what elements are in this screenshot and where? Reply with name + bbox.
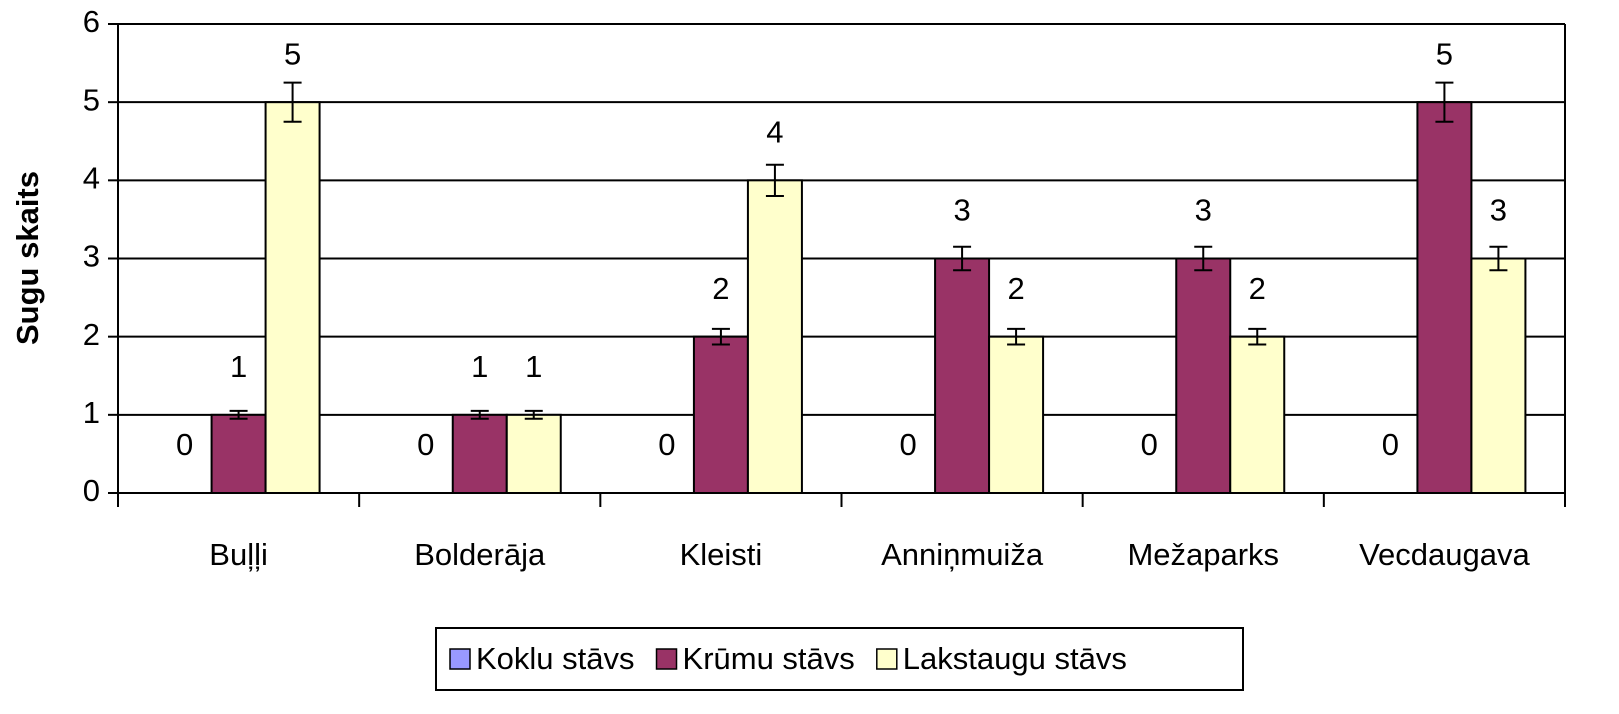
- bar: [1470, 257, 1527, 494]
- data-label: 1: [525, 349, 542, 384]
- legend-swatch: [449, 648, 471, 670]
- bar: [1229, 335, 1286, 494]
- legend-label: Lakstaugu stāvs: [903, 641, 1127, 676]
- y-tick-label: 5: [83, 82, 100, 117]
- data-label: 0: [417, 427, 434, 462]
- y-tick-label: 3: [83, 239, 100, 274]
- bar: [1175, 257, 1232, 494]
- y-tick-label: 4: [83, 161, 100, 196]
- bar: [746, 179, 803, 494]
- y-tick-label: 2: [83, 317, 100, 352]
- x-tick-label: Buļļi: [209, 537, 268, 572]
- data-label: 5: [284, 36, 301, 71]
- bar: [988, 335, 1045, 494]
- bar: [692, 335, 749, 494]
- x-tick-label: Kleisti: [680, 537, 763, 572]
- data-label: 1: [230, 349, 247, 384]
- legend-swatch: [655, 648, 678, 670]
- data-label: 0: [176, 427, 193, 462]
- legend-label: Koklu stāvs: [476, 641, 635, 676]
- bar: [210, 413, 267, 495]
- bar: [505, 413, 562, 495]
- bar: [264, 101, 321, 495]
- data-label: 3: [953, 193, 970, 228]
- bar: [934, 257, 991, 494]
- data-label: 3: [1490, 193, 1507, 228]
- y-tick-label: 0: [83, 473, 100, 508]
- data-label: 2: [712, 271, 729, 306]
- data-label: 0: [658, 427, 675, 462]
- data-label: 2: [1007, 271, 1024, 306]
- data-label: 1: [471, 349, 488, 384]
- y-tick-label: 6: [83, 4, 100, 39]
- data-label: 0: [899, 427, 916, 462]
- data-label: 3: [1195, 193, 1212, 228]
- data-label: 4: [766, 115, 783, 150]
- data-label: 0: [1141, 427, 1158, 462]
- data-label: 0: [1382, 427, 1399, 462]
- x-tick-label: Mežaparks: [1127, 537, 1279, 572]
- x-tick-label: Anniņmuiža: [881, 537, 1044, 572]
- bar: [451, 413, 508, 495]
- x-tick-label: Bolderāja: [414, 537, 546, 572]
- legend-label: Krūmu stāvs: [683, 641, 855, 676]
- y-axis-label: Sugu skaits: [10, 171, 45, 345]
- data-label: 2: [1249, 271, 1266, 306]
- y-tick-label: 1: [83, 395, 100, 430]
- legend-swatch: [876, 648, 898, 670]
- x-tick-label: Vecdaugava: [1359, 537, 1530, 572]
- data-label: 5: [1436, 36, 1453, 71]
- bar: [1416, 101, 1473, 495]
- legend-box: [435, 627, 1244, 691]
